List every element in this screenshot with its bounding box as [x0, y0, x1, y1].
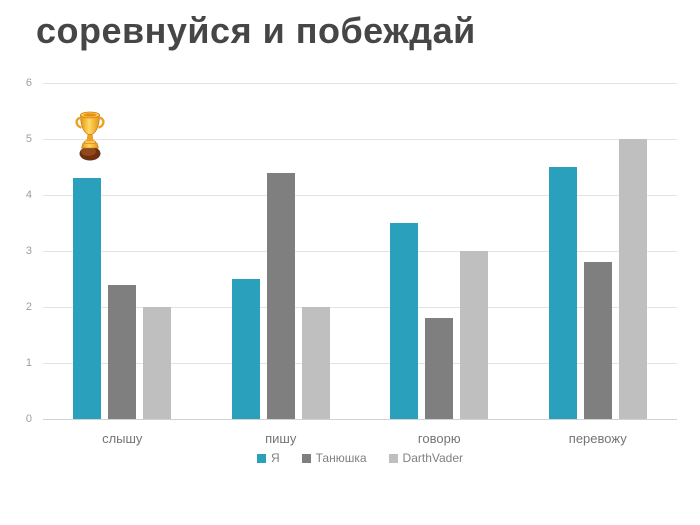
chart-title: соревнуйся и побеждай	[36, 10, 476, 51]
bar-Танюшка-пишу	[266, 172, 295, 419]
y-axis-tick-4: 4	[25, 189, 32, 201]
legend-swatch-Я	[256, 453, 266, 463]
gridline-y2	[43, 307, 677, 308]
bar-Танюшка-говорю	[425, 318, 454, 419]
bar-Я-говорю	[390, 223, 419, 419]
bar-DarthVader-пишу	[301, 307, 330, 419]
x-axis-label-говорю: говорю	[417, 431, 461, 446]
legend-label-Танюшка: Танюшка	[315, 451, 367, 465]
legend-item-Я: Я	[256, 451, 280, 465]
bar-Я-перевожу	[548, 167, 577, 419]
legend-item-DarthVader: DarthVader	[388, 451, 464, 465]
bar-Танюшка-перевожу	[583, 262, 612, 419]
bar-DarthVader-перевожу	[618, 139, 647, 419]
y-axis-tick-6: 6	[25, 77, 32, 89]
bar-Танюшка-слышу	[108, 284, 137, 419]
trophy-icon	[75, 111, 105, 161]
bar-Я-пишу	[231, 279, 260, 419]
bar-DarthVader-говорю	[460, 251, 489, 419]
legend-item-Танюшка: Танюшка	[301, 451, 367, 465]
legend-label-DarthVader: DarthVader	[402, 451, 464, 465]
gridline-y5	[43, 139, 677, 140]
gridline-y4	[43, 195, 677, 196]
legend-swatch-Танюшка	[301, 453, 311, 463]
bar-Я-слышу	[73, 178, 102, 419]
legend-label-Я: Я	[270, 451, 280, 465]
y-axis-tick-5: 5	[25, 133, 32, 145]
x-axis-label-пишу: пишу	[265, 431, 297, 446]
bar-DarthVader-слышу	[143, 307, 172, 419]
legend-swatch-DarthVader	[388, 453, 398, 463]
y-axis-tick-0: 0	[25, 413, 32, 425]
gridline-y0	[43, 419, 677, 420]
y-axis-tick-3: 3	[25, 245, 32, 257]
y-axis-tick-1: 1	[25, 357, 32, 369]
y-axis-tick-2: 2	[25, 301, 32, 313]
x-axis-label-слышу: слышу	[102, 431, 143, 446]
gridline-y3	[43, 251, 677, 252]
x-axis-label-перевожу: перевожу	[568, 431, 627, 446]
gridline-y6	[43, 83, 677, 84]
chart-legend: Я Танюшка DarthVader	[43, 451, 677, 465]
gridline-y1	[43, 363, 677, 364]
